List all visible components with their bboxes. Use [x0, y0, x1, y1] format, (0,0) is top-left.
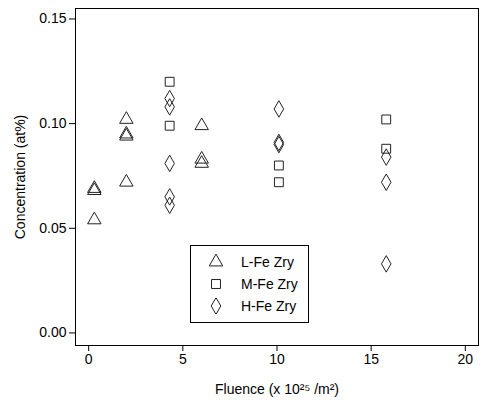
svg-text:0.15: 0.15	[39, 10, 66, 26]
svg-text:0.10: 0.10	[39, 115, 66, 131]
svg-text:5: 5	[179, 351, 187, 367]
svg-text:20: 20	[458, 351, 474, 367]
svg-text:Fluence (x 10²⁵ /m²): Fluence (x 10²⁵ /m²)	[215, 381, 339, 397]
html-text:M-Fe Zry: M-Fe Zry	[241, 276, 298, 292]
svg-text:0: 0	[85, 351, 93, 367]
html-text:H-Fe Zry: H-Fe Zry	[241, 298, 297, 314]
html-text:L-Fe Zry: L-Fe Zry	[241, 254, 294, 270]
svg-text:0.05: 0.05	[39, 220, 66, 236]
svg-text:0.00: 0.00	[39, 324, 66, 340]
svg-text:15: 15	[363, 351, 379, 367]
svg-text:10: 10	[269, 351, 285, 367]
svg-text:Concentration (at%): Concentration (at%)	[12, 115, 28, 240]
